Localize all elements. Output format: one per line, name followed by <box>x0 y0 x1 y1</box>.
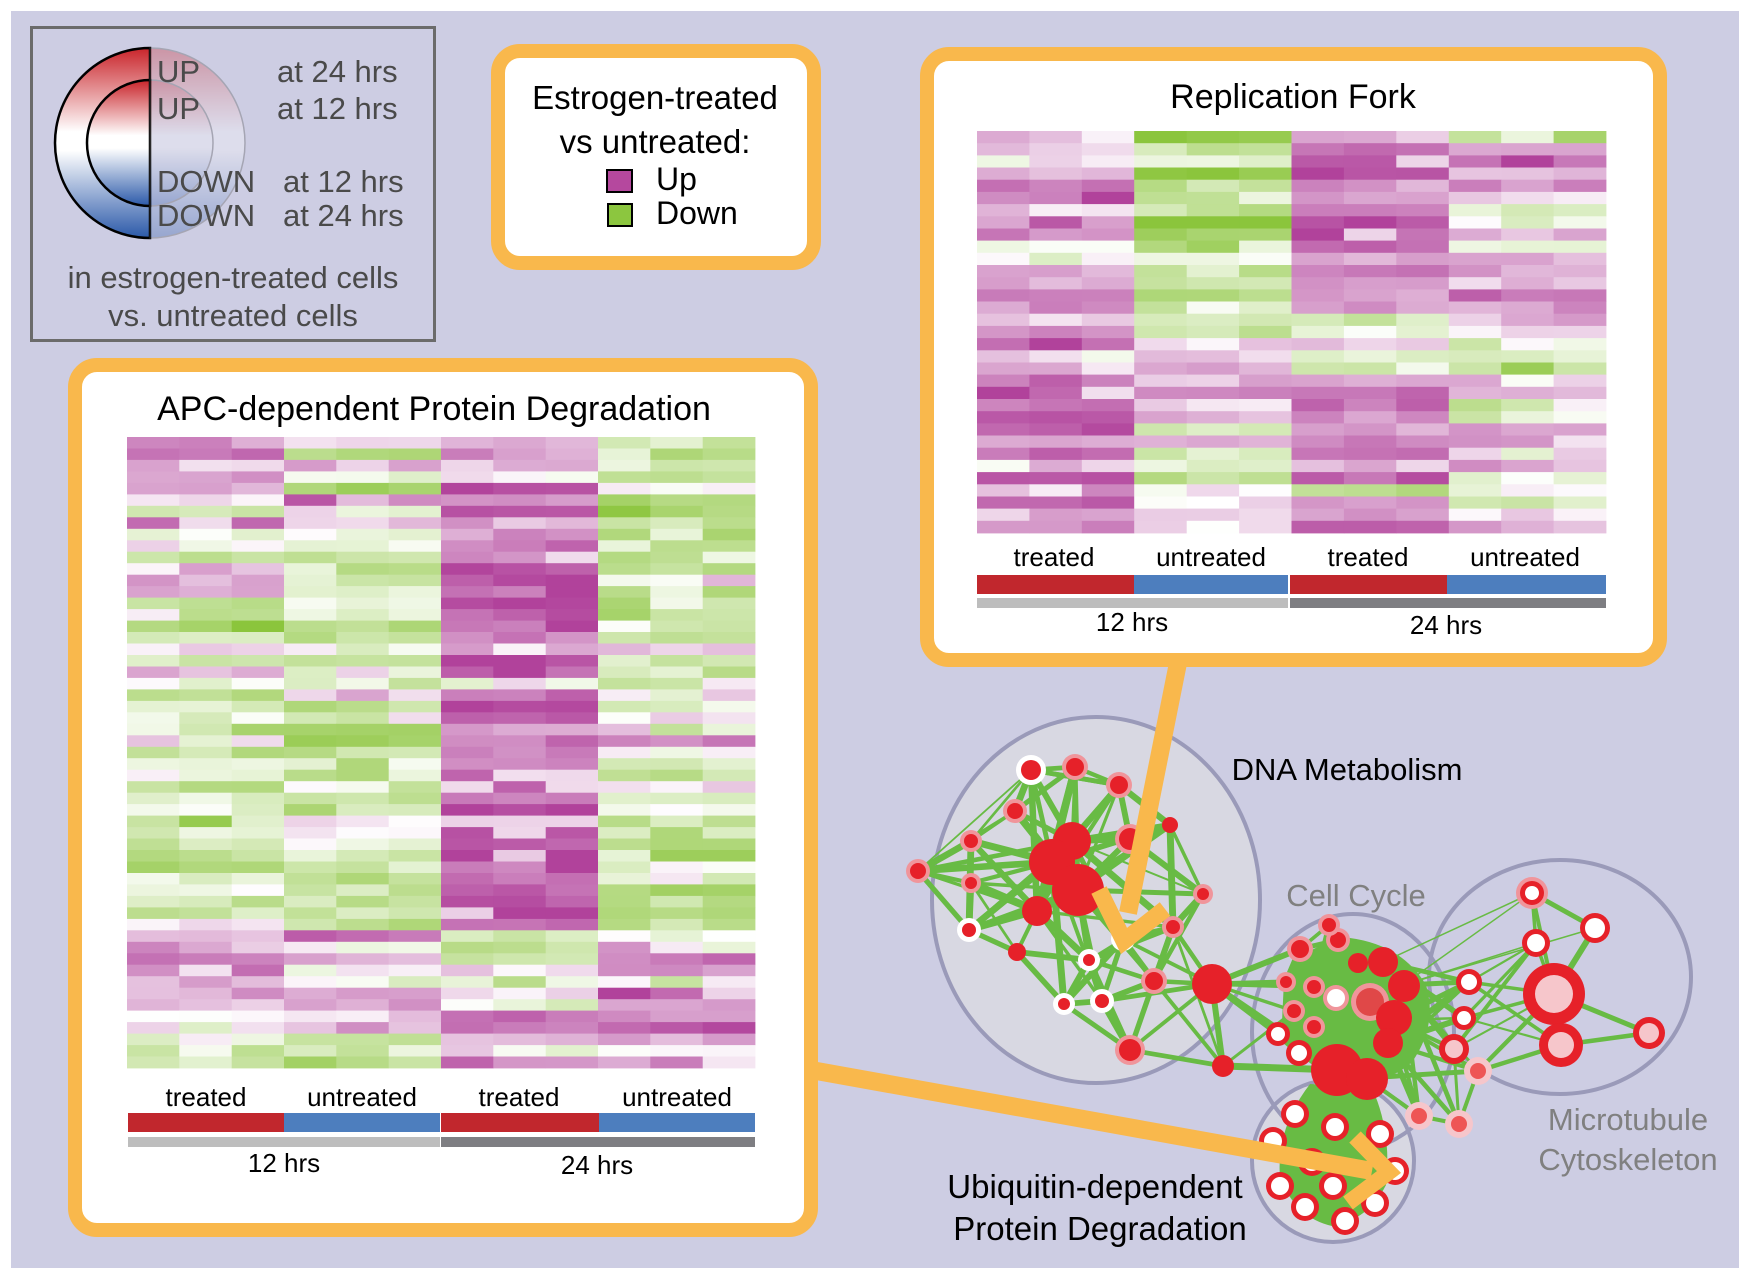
svg-text:24 hrs: 24 hrs <box>1410 610 1482 640</box>
svg-text:at 12 hrs: at 12 hrs <box>277 91 398 126</box>
svg-text:12 hrs: 12 hrs <box>1096 607 1168 637</box>
svg-text:Replication Fork: Replication Fork <box>1170 78 1417 116</box>
svg-text:DOWN: DOWN <box>157 164 255 199</box>
svg-text:treated: treated <box>166 1082 247 1112</box>
svg-text:in estrogen-treated cells: in estrogen-treated cells <box>68 260 399 295</box>
svg-text:DNA Metabolism: DNA Metabolism <box>1232 752 1463 787</box>
svg-text:treated: treated <box>479 1082 560 1112</box>
svg-text:Down: Down <box>656 195 738 231</box>
svg-text:at 24 hrs: at 24 hrs <box>277 54 398 89</box>
svg-text:APC-dependent Protein Degradat: APC-dependent Protein Degradation <box>157 390 711 428</box>
svg-text:Microtubule: Microtubule <box>1548 1102 1708 1137</box>
svg-text:24 hrs: 24 hrs <box>561 1150 633 1180</box>
svg-text:untreated: untreated <box>622 1082 732 1112</box>
svg-text:Up: Up <box>656 161 697 197</box>
svg-text:untreated: untreated <box>307 1082 417 1112</box>
svg-text:Ubiquitin-dependent: Ubiquitin-dependent <box>947 1168 1242 1205</box>
svg-text:vs. untreated cells: vs. untreated cells <box>108 298 358 333</box>
svg-text:treated: treated <box>1014 542 1095 572</box>
svg-text:UP: UP <box>157 91 200 126</box>
svg-text:treated: treated <box>1328 542 1409 572</box>
svg-text:at 24 hrs: at 24 hrs <box>283 198 404 233</box>
svg-text:Cytoskeleton: Cytoskeleton <box>1538 1142 1717 1177</box>
svg-text:Estrogen-treated: Estrogen-treated <box>532 79 778 116</box>
svg-text:untreated: untreated <box>1156 542 1266 572</box>
svg-text:Cell Cycle: Cell Cycle <box>1286 878 1426 913</box>
svg-text:12 hrs: 12 hrs <box>248 1148 320 1178</box>
svg-text:Protein Degradation: Protein Degradation <box>953 1210 1247 1247</box>
svg-text:untreated: untreated <box>1470 542 1580 572</box>
svg-text:UP: UP <box>157 54 200 89</box>
svg-text:vs untreated:: vs untreated: <box>560 123 751 160</box>
svg-text:DOWN: DOWN <box>157 198 255 233</box>
svg-text:at 12 hrs: at 12 hrs <box>283 164 404 199</box>
